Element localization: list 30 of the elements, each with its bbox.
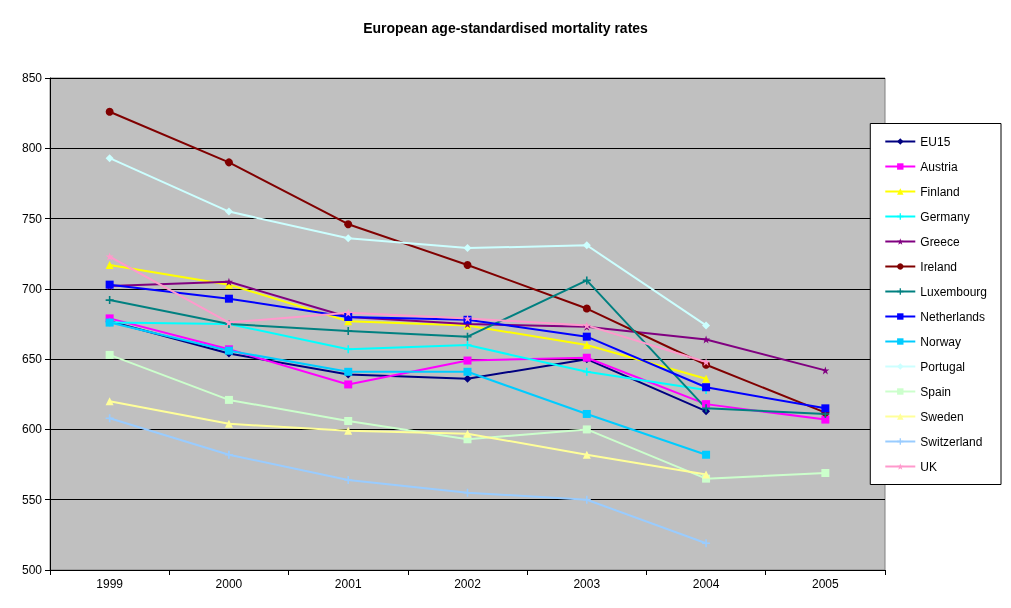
legend-label: Spain (920, 384, 951, 399)
legend-label: Ireland (920, 259, 957, 274)
x-tick-label: 2005 (812, 577, 840, 591)
y-tick-label: 750 (21, 211, 43, 226)
x-tick-label: 2003 (573, 577, 601, 591)
x-tick-label: 2000 (215, 577, 243, 591)
y-tick-label: 700 (21, 281, 43, 296)
legend-label: Germany (920, 209, 970, 224)
y-tick-label: 650 (21, 352, 43, 367)
legend-label: UK (920, 459, 937, 474)
legend-label: EU15 (920, 134, 951, 149)
legend-label: Austria (920, 159, 958, 174)
legend-label: Switzerland (920, 434, 983, 449)
legend-label: Greece (920, 234, 960, 249)
legend-label: Portugal (920, 359, 965, 374)
y-tick-label: 600 (21, 422, 43, 437)
y-tick-label: 800 (21, 141, 43, 156)
legend-label: Norway (920, 334, 961, 349)
legend-label: Netherlands (920, 309, 986, 324)
x-tick-label: 1999 (96, 577, 124, 591)
chart-title: European age-standardised mortality rates (363, 20, 649, 36)
legend-label: Finland (920, 184, 960, 199)
legend-label: Sweden (920, 409, 964, 424)
y-tick-label: 500 (21, 563, 43, 577)
x-tick-label: 2001 (334, 577, 362, 591)
legend-label: Luxembourg (920, 284, 988, 299)
x-tick-label: 2004 (692, 577, 720, 591)
x-tick-label: 2002 (454, 577, 482, 591)
y-tick-label: 550 (21, 492, 43, 507)
y-tick-label: 850 (21, 71, 43, 85)
